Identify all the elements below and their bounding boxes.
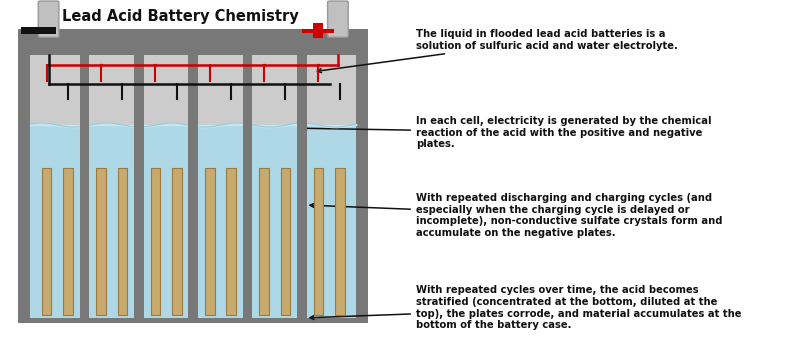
Bar: [30, 35, 357, 55]
Bar: [260, 168, 269, 315]
Bar: [151, 168, 160, 315]
Bar: [302, 28, 334, 33]
Text: Lead Acid Battery Chemistry: Lead Acid Battery Chemistry: [62, 9, 299, 24]
Bar: [280, 168, 291, 315]
Bar: [18, 29, 368, 323]
Bar: [42, 168, 52, 315]
Text: The liquid in flooded lead acid batteries is a
solution of sulfuric acid and wat: The liquid in flooded lead acid batterie…: [318, 29, 678, 73]
Bar: [226, 168, 236, 315]
Text: In each cell, electricity is generated by the chemical
reaction of the acid with: In each cell, electricity is generated b…: [303, 116, 711, 150]
FancyBboxPatch shape: [328, 1, 349, 37]
Bar: [79, 35, 89, 318]
Bar: [335, 168, 345, 315]
FancyBboxPatch shape: [38, 1, 59, 37]
Bar: [30, 125, 357, 318]
Bar: [243, 35, 252, 318]
Bar: [172, 168, 182, 315]
Text: With repeated cycles over time, the acid becomes
stratified (concentrated at the: With repeated cycles over time, the acid…: [310, 285, 742, 330]
Bar: [297, 35, 306, 318]
Bar: [314, 168, 323, 315]
Bar: [188, 35, 198, 318]
Bar: [64, 168, 73, 315]
Bar: [314, 23, 323, 38]
Bar: [21, 27, 56, 34]
Bar: [134, 35, 144, 318]
Bar: [96, 168, 106, 315]
Bar: [118, 168, 127, 315]
Bar: [205, 168, 214, 315]
Bar: [30, 35, 357, 318]
Text: With repeated discharging and charging cycles (and
especially when the charging : With repeated discharging and charging c…: [310, 193, 723, 238]
